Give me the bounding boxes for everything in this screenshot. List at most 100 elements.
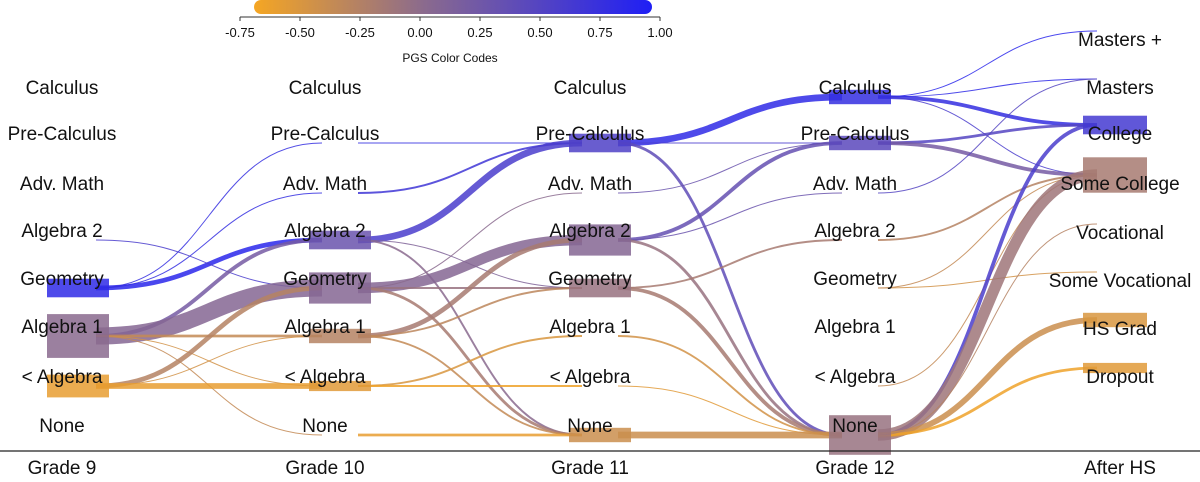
legend-tick-label: -0.75 [225,25,255,40]
course-label: Pre-Calculus [271,124,380,145]
flow-link [617,93,843,147]
course-label: Geometry [283,269,367,290]
course-label: Adv. Math [283,174,367,195]
flow-link [357,237,583,339]
flow-link [617,335,843,436]
stage-label: Grade 12 [815,458,894,479]
course-label: Algebra 2 [549,221,630,242]
flow-link [617,239,843,289]
course-label: Algebra 1 [284,317,365,338]
node-box [309,380,371,392]
course-label: Adv. Math [548,174,632,195]
stage-label: Grade 11 [551,458,629,479]
flow-link [357,239,583,436]
node-box [829,89,891,105]
course-label: < Algebra [815,367,896,388]
course-label: Algebra 2 [21,221,102,242]
node-box [1083,115,1147,135]
flow-link [617,141,843,242]
flow-link [95,142,323,289]
flow-link [617,286,843,437]
course-label: None [39,416,84,437]
outcome-label: Vocational [1076,223,1164,244]
course-label: Algebra 1 [21,317,102,338]
legend-tick-label: 0.75 [587,25,612,40]
flow-link [877,174,1098,241]
course-label: < Algebra [22,367,103,388]
flow-link [617,238,843,437]
course-label: Algebra 1 [814,317,895,338]
course-label: Geometry [548,269,632,290]
node-box [309,230,371,250]
color-legend: -0.75 -0.50 -0.25 0.00 0.25 0.50 0.75 1.00 PGS … [225,0,673,65]
stage-label: Grade 10 [285,458,364,479]
course-label: None [832,416,877,437]
stage-labels: Grade 9 Grade 10 Grade 11 Grade 12 After HS [28,458,1156,479]
course-label: Calculus [289,78,362,99]
legend-tick-label: 1.00 [647,25,672,40]
flows [95,30,1098,441]
legend-title: PGS Color Codes [402,51,497,65]
outcome-label: Masters + [1078,30,1162,51]
course-label: Geometry [813,269,897,290]
flow-link [617,141,843,437]
course-label: Calculus [554,78,627,99]
course-label: None [567,416,612,437]
legend-tick-label: 0.25 [467,25,492,40]
flow-link [877,169,1098,441]
course-label: Algebra 1 [549,317,630,338]
outcome-label: College [1088,124,1152,145]
outcome-label: Dropout [1086,367,1154,388]
outcome-label: Masters [1086,78,1154,99]
course-label: Pre-Calculus [801,124,910,145]
flow-link [877,30,1098,98]
course-label: Geometry [20,269,104,290]
outcome-label: HS Grad [1083,319,1157,340]
flow-link [357,192,583,289]
legend-colorbar [254,0,652,14]
flow-link [877,366,1098,437]
course-label: None [302,416,347,437]
flow-link [357,287,583,337]
flow-link [95,285,323,389]
flow-link [877,78,1098,194]
node-box [569,224,631,256]
course-label: Algebra 2 [284,221,365,242]
node-box [569,133,631,153]
node-box [47,278,109,298]
flow-link [877,78,1098,98]
course-label: Pre-Calculus [8,124,117,145]
flow-link [95,192,323,289]
course-label: Algebra 2 [814,221,895,242]
course-label: Calculus [26,78,99,99]
course-label: Adv. Math [20,174,104,195]
flow-link [617,192,843,241]
nodes [47,89,1147,455]
course-label: Calculus [819,78,892,99]
node-box [1083,157,1147,193]
legend-tick-label: -0.50 [285,25,315,40]
course-label: Pre-Calculus [536,124,645,145]
flow-link [877,317,1098,438]
node-box [47,374,109,398]
legend-tick-label: 0.00 [407,25,432,40]
legend-tick-label: -0.25 [345,25,375,40]
node-box [569,278,631,298]
legend-tick-label: 0.50 [527,25,552,40]
node-labels: Calculus Pre-Calculus Adv. Math Algebra 2 Ge… [8,30,1192,437]
course-label: Adv. Math [813,174,897,195]
stage-label: Grade 9 [28,458,97,479]
flow-link [877,141,1098,177]
node-box [569,427,631,443]
legend-ticks: -0.75 -0.50 -0.25 0.00 0.25 0.50 0.75 1.00 [225,17,673,40]
outcome-label: Some Vocational [1049,271,1192,292]
stage-label: After HS [1084,458,1156,479]
outcome-label: Some College [1060,174,1179,195]
flow-link [617,142,843,194]
flow-link [357,335,583,387]
flow-link [877,223,1098,436]
node-box [829,415,891,455]
node-box [829,135,891,151]
node-box [47,314,109,358]
